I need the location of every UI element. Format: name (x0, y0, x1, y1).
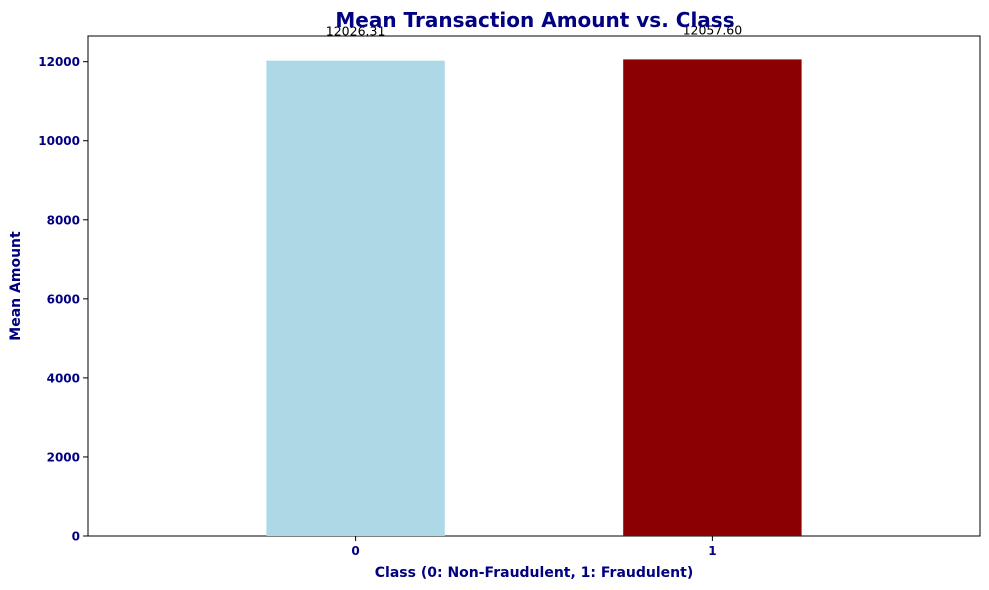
value-label-class-1: 12057.60 (683, 22, 743, 37)
value-label-class-0: 12026.31 (326, 24, 386, 39)
y-tick-label: 4000 (47, 371, 80, 385)
y-axis-ticks: 0 2000 4000 6000 8000 10000 12000 (38, 55, 88, 544)
bar-class-1 (623, 59, 802, 537)
value-labels-layer: 12026.31 12057.60 (326, 22, 742, 38)
bars-layer (266, 59, 802, 537)
y-tick-label: 8000 (47, 213, 80, 227)
plot-area (87, 35, 981, 537)
y-tick-label: 2000 (47, 450, 80, 464)
chart-title: Mean Transaction Amount vs. Class (335, 8, 734, 32)
y-tick-label: 12000 (38, 55, 80, 69)
bar-class-0 (266, 60, 445, 536)
x-axis-label: Class (0: Non-Fraudulent, 1: Fraudulent) (375, 565, 693, 581)
x-tick-label: 0 (351, 544, 359, 558)
x-tick-label: 1 (708, 544, 716, 558)
y-tick-label: 10000 (38, 134, 80, 148)
y-axis-label: Mean Amount (8, 231, 24, 341)
y-tick-label: 6000 (47, 292, 80, 306)
y-tick-label: 0 (72, 530, 80, 544)
